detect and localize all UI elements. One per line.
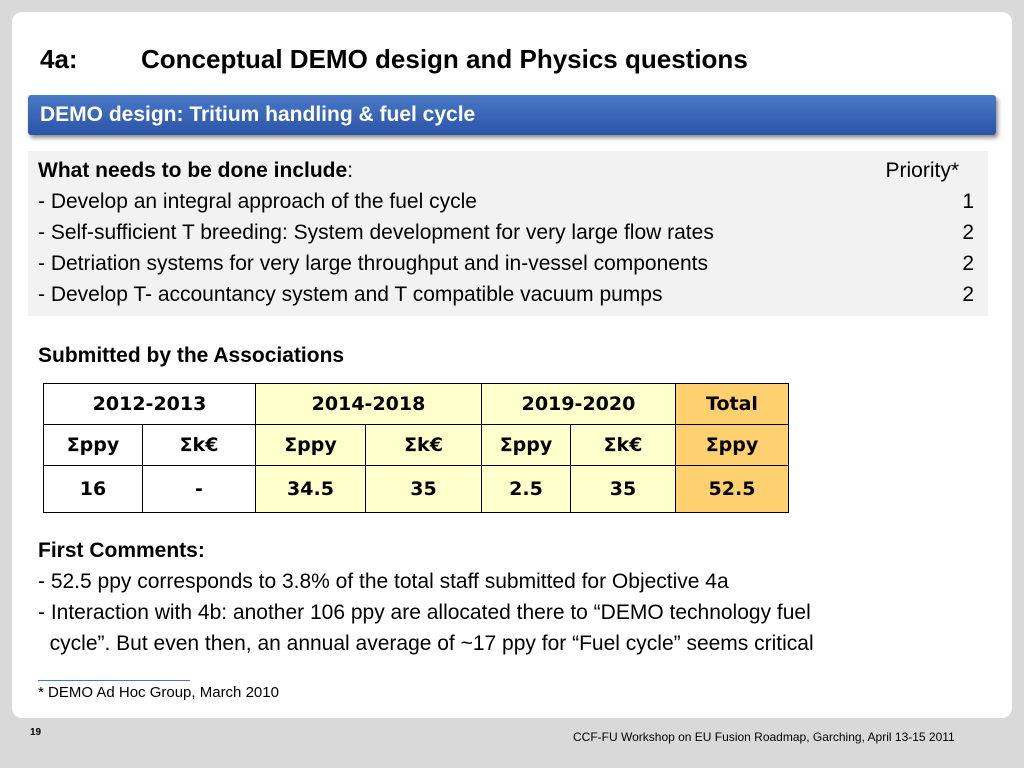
needs-item-text: - Self-sufficient T breeding: System dev… [38, 221, 714, 244]
banner-text: DEMO design: Tritium handling & fuel cyc… [40, 103, 476, 126]
needs-item-priority: 2 [962, 252, 974, 275]
needs-item-priority: 2 [962, 283, 974, 306]
value-cell: - [142, 465, 256, 513]
submitted-heading: Submitted by the Associations [38, 344, 345, 367]
period-header: 2014-2018 [255, 383, 482, 425]
footnote-rule [38, 680, 190, 681]
comments-heading: First Comments: [38, 539, 205, 562]
needs-box: What needs to be done include: Priority*… [28, 151, 988, 316]
sub-header: Σppy [43, 424, 143, 466]
comment-line: - 52.5 ppy corresponds to 3.8% of the to… [38, 570, 729, 593]
value-cell: 16 [43, 465, 143, 513]
sub-header: Σppy [255, 424, 366, 466]
page-number: 19 [30, 727, 42, 738]
sub-header: Σppy [481, 424, 571, 466]
needs-heading-row: What needs to be done include: Priority* [38, 159, 974, 183]
period-header: 2019-2020 [481, 383, 676, 425]
sub-header: Σppy [675, 424, 789, 466]
needs-item: - Self-sufficient T breeding: System dev… [38, 221, 974, 245]
value-cell: 35 [365, 465, 482, 513]
title-text: Conceptual DEMO design and Physics quest… [141, 44, 748, 74]
needs-item: - Develop T- accountancy system and T co… [38, 283, 974, 307]
table-value-row: 16 - 34.5 35 2.5 35 52.5 [43, 465, 789, 513]
sub-header: Σk€ [570, 424, 676, 466]
comment-line: cycle”. But even then, an annual average… [38, 632, 814, 655]
value-cell: 2.5 [481, 465, 571, 513]
conference-footer: CCF-FU Workshop on EU Fusion Roadmap, Ga… [573, 730, 955, 744]
value-cell: 34.5 [255, 465, 366, 513]
needs-heading-colon: : [347, 159, 354, 182]
title-number: 4a: [40, 44, 78, 74]
total-header: Total [675, 383, 789, 425]
period-header: 2012-2013 [43, 383, 256, 425]
sub-header: Σk€ [142, 424, 256, 466]
comment-line: - Interaction with 4b: another 106 ppy a… [38, 601, 811, 624]
needs-heading: What needs to be done include [38, 159, 348, 182]
needs-item-text: - Detriation systems for very large thro… [38, 252, 708, 275]
needs-item-priority: 2 [962, 221, 974, 244]
resources-table: 2012-2013 2014-2018 2019-2020 Total Σppy… [43, 383, 789, 513]
sub-header: Σk€ [365, 424, 482, 466]
slide-title: 4a: Conceptual DEMO design and Physics qu… [40, 44, 748, 75]
needs-item-priority: 1 [962, 190, 974, 213]
table-period-row: 2012-2013 2014-2018 2019-2020 Total [43, 383, 789, 425]
needs-item: - Detriation systems for very large thro… [38, 252, 974, 276]
value-cell: 52.5 [675, 465, 789, 513]
footnote: * DEMO Ad Hoc Group, March 2010 [38, 684, 279, 701]
needs-item-text: - Develop T- accountancy system and T co… [38, 283, 663, 306]
table-subheader-row: Σppy Σk€ Σppy Σk€ Σppy Σk€ Σppy [43, 424, 789, 466]
value-cell: 35 [570, 465, 676, 513]
needs-item: - Develop an integral approach of the fu… [38, 190, 974, 214]
needs-item-text: - Develop an integral approach of the fu… [38, 190, 477, 213]
priority-label: Priority* [885, 159, 959, 182]
section-banner: DEMO design: Tritium handling & fuel cyc… [28, 95, 996, 135]
